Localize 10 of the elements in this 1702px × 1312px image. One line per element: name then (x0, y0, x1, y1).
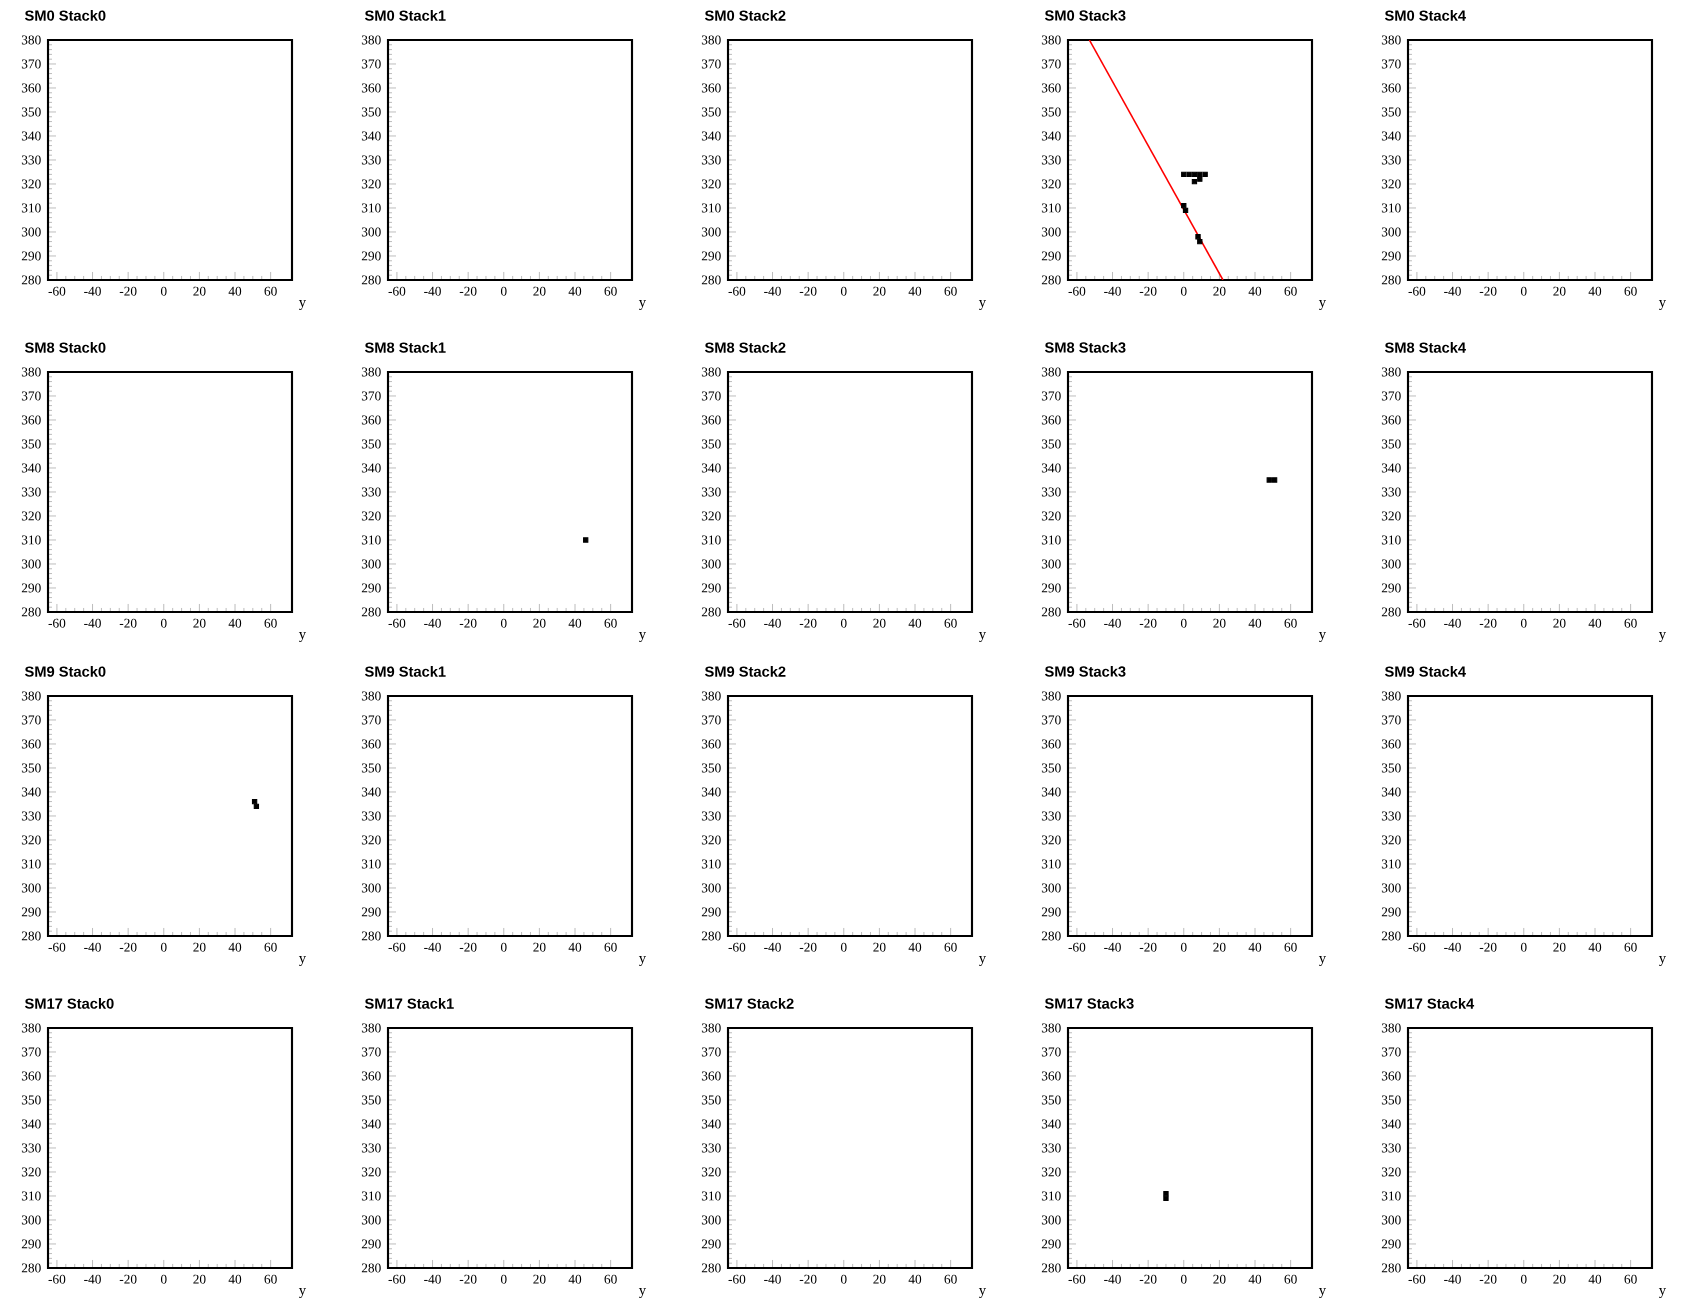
point (1191, 178, 1198, 185)
point (1197, 176, 1203, 182)
point (1195, 234, 1201, 240)
point (1186, 171, 1192, 178)
point (1182, 207, 1189, 214)
point (1202, 171, 1208, 178)
point (1197, 238, 1203, 245)
point (1191, 171, 1198, 178)
point (1181, 202, 1187, 209)
point (1181, 171, 1187, 178)
